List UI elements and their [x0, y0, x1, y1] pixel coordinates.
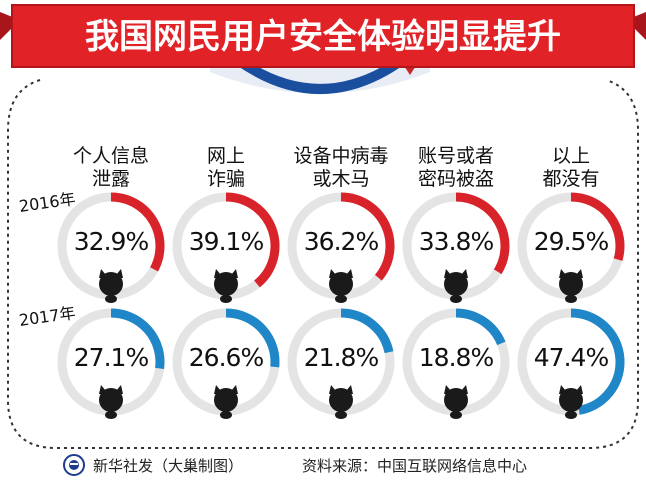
- hacker-icon: [559, 269, 583, 303]
- year-label-2017: 2017年: [18, 303, 77, 330]
- value-label: 47.4%: [534, 343, 609, 372]
- category-label-4-line-1: 都没有: [542, 168, 599, 190]
- ring-value-arc: [340, 192, 395, 281]
- ring-value-arc: [340, 308, 394, 354]
- value-label: 36.2%: [304, 227, 379, 256]
- dashed-border: [7, 79, 639, 449]
- ring-1-3: 18.8%: [402, 308, 510, 419]
- footer: 新华社发（大巢制图） 资料来源：中国互联网络信息中心: [63, 454, 527, 476]
- value-label: 32.9%: [74, 227, 149, 256]
- ring-value-arc: [225, 192, 280, 288]
- hacker-icon: [99, 385, 123, 419]
- value-label: 26.6%: [189, 343, 264, 372]
- category-label-4-line-0: 以上: [552, 145, 590, 167]
- hacker-icon: [214, 269, 238, 303]
- category-label-3-line-1: 密码被盗: [418, 168, 494, 190]
- ring-1-2: 21.8%: [287, 308, 395, 419]
- category-label-3-line-0: 账号或者: [418, 145, 494, 167]
- page-title: 我国网民用户安全体验明显提升: [85, 17, 561, 57]
- ring-1-0: 27.1%: [57, 308, 165, 419]
- ring-value-arc: [455, 308, 506, 346]
- title-banner: 我国网民用户安全体验明显提升: [0, 4, 646, 68]
- category-label-1-line-1: 诈骗: [207, 168, 245, 190]
- hacker-icon: [329, 385, 353, 419]
- category-label-2-line-0: 设备中病毒: [293, 145, 388, 167]
- donut-grid: 32.9% 39.1% 36.2% 33.8% 29.5% 27.1% 26.6% 21.8%…: [57, 192, 625, 419]
- footer-credit: 新华社发（大巢制图）: [93, 457, 243, 475]
- ring-value-arc: [110, 192, 165, 272]
- value-label: 33.8%: [419, 227, 494, 256]
- hacker-icon: [99, 269, 123, 303]
- hacker-icon: [214, 385, 238, 419]
- value-label: 39.1%: [189, 227, 264, 256]
- ring-value-arc: [110, 308, 165, 370]
- category-label-0-line-1: 泄露: [92, 168, 130, 190]
- ring-value-arc: [570, 192, 625, 261]
- category-label-1-line-0: 网上: [207, 145, 245, 167]
- ring-value-arc: [225, 308, 280, 368]
- value-label: 18.8%: [419, 343, 494, 372]
- ring-0-4: 29.5%: [517, 192, 625, 303]
- value-label: 21.8%: [304, 343, 379, 372]
- category-label-2-line-1: 或木马: [312, 168, 369, 190]
- ring-0-0: 32.9%: [57, 192, 165, 303]
- hacker-icon: [444, 385, 468, 419]
- xinhua-logo-icon: [63, 454, 85, 476]
- value-label: 29.5%: [534, 227, 609, 256]
- ring-value-arc: [455, 192, 510, 275]
- ring-value-arc: [570, 308, 625, 415]
- hacker-icon: [559, 385, 583, 419]
- ring-0-2: 36.2%: [287, 192, 395, 303]
- ring-1-1: 26.6%: [172, 308, 280, 419]
- hacker-icon: [444, 269, 468, 303]
- year-label-2016: 2016年: [18, 189, 77, 216]
- ring-1-4: 47.4%: [517, 308, 625, 419]
- footer-source: 资料来源：中国互联网络信息中心: [302, 457, 527, 475]
- ring-0-1: 39.1%: [172, 192, 280, 303]
- value-label: 27.1%: [74, 343, 149, 372]
- hacker-icon: [329, 269, 353, 303]
- category-label-0-line-0: 个人信息: [73, 145, 149, 167]
- ring-0-3: 33.8%: [402, 192, 510, 303]
